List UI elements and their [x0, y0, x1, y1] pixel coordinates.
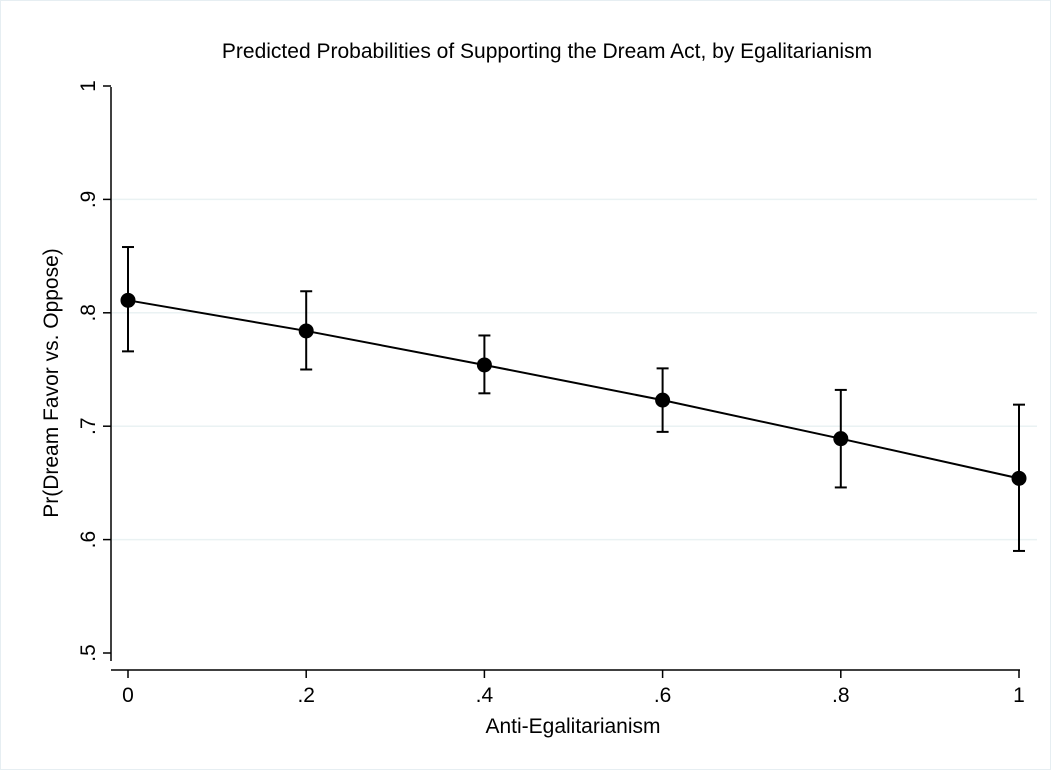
x-tick-label: .6 — [654, 684, 672, 707]
data-point — [1011, 470, 1027, 486]
data-point — [833, 431, 849, 447]
data-point — [476, 357, 492, 373]
x-tick-label: 1 — [1013, 684, 1025, 707]
x-tick-label: 0 — [122, 684, 134, 707]
data-points — [120, 292, 1027, 486]
series-line — [127, 299, 1020, 480]
data-point — [120, 292, 136, 308]
y-tick-label: .5 — [77, 644, 100, 662]
y-tick-label: .6 — [77, 531, 100, 549]
chart-title: Predicted Probabilities of Supporting th… — [222, 40, 872, 63]
ticks: .5 .6 .7 .8 .9 1 0 .2 .4 .6 .8 1 — [77, 80, 1025, 707]
y-axis-label: Pr(Dream Favor vs. Oppose) — [40, 248, 63, 518]
y-tick-label: .7 — [77, 417, 100, 435]
data-point — [655, 392, 671, 408]
series-line-path — [127, 299, 1020, 480]
grid-lines — [112, 198, 1037, 541]
x-tick-label: .4 — [476, 684, 494, 707]
y-tick-label: .9 — [77, 191, 100, 209]
data-point — [298, 323, 314, 339]
x-tick-label: .8 — [832, 684, 850, 707]
error-bars — [122, 246, 1025, 552]
x-axis-label: Anti-Egalitarianism — [485, 715, 660, 738]
y-tick-label: 1 — [77, 80, 100, 92]
axes — [110, 87, 1020, 671]
x-tick-label: .2 — [297, 684, 315, 707]
y-tick-label: .8 — [77, 304, 100, 322]
